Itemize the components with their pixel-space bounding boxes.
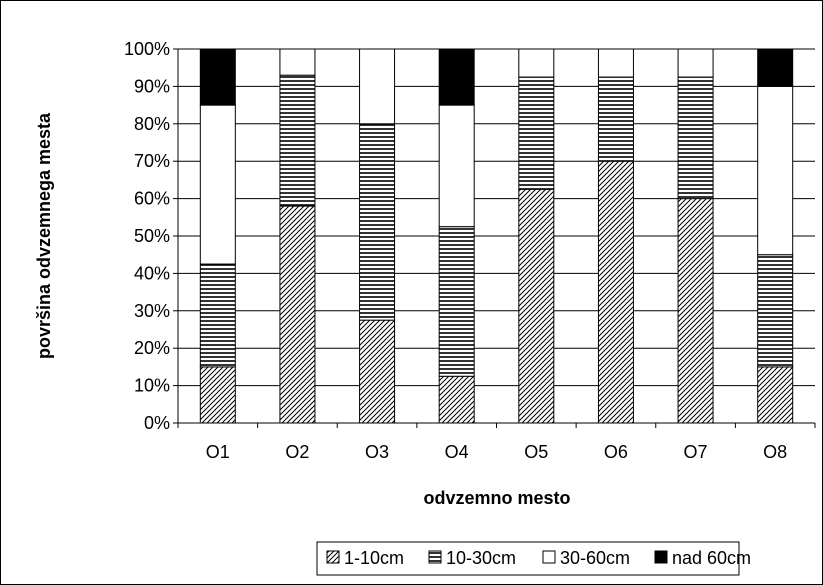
bar-segment-o5-s2 [518,76,555,190]
bar-segment-o4-s4 [438,48,475,106]
x-tick-label: O2 [285,442,309,462]
bar-segment-o8-s2 [757,254,794,368]
legend-label: 30-60cm [560,548,630,568]
bar-segment-o4-s1 [438,375,475,424]
bar-segment-o4-s2 [438,226,475,377]
y-axis-title: površina odvzemnega mesta [34,112,54,359]
legend-swatch [654,550,668,564]
y-tick-label: 60% [134,189,170,209]
bar-segment-o8-s4 [757,48,794,87]
bars [199,48,794,424]
legend: 1-10cm 10-30cm 30-60cm nad 60cm [316,541,751,576]
x-tick-label: O4 [445,442,469,462]
bar-segment-o5-s1 [518,188,555,424]
bar-segment-o3-s2 [359,123,396,321]
bar-segment-o3-s1 [359,319,396,424]
x-tick-label: O7 [684,442,708,462]
gridlines [173,48,815,428]
y-tick-label: 0% [144,413,170,433]
y-tick-label: 50% [134,226,170,246]
bar-segment-o8-s1 [757,366,794,424]
x-tick-label: O5 [524,442,548,462]
bar-segment-o6-s3 [597,48,634,78]
bar-segment-o2-s2 [279,74,316,207]
bar-segment-o1-s2 [199,263,236,368]
x-axis-title: odvzemno mesto [423,488,570,508]
bar-segment-o5-s3 [518,48,555,78]
bar-segment-o1-s3 [199,104,236,265]
bar-segment-o7-s2 [677,76,714,200]
bar-segment-o3-s3 [359,48,396,125]
legend-label: nad 60cm [672,548,751,568]
legend-swatch [428,550,442,564]
legend-label: 10-30cm [446,548,516,568]
bar-segment-o1-s1 [199,366,236,424]
y-tick-labels: 0% 10% 20% 30% 40% 50% 60% 70% 80% 90% 100% [124,39,170,433]
y-tick-label: 40% [134,263,170,283]
x-tick-label: O6 [604,442,628,462]
y-tick-label: 10% [134,376,170,396]
y-tick-label: 90% [134,76,170,96]
legend-swatch [542,550,556,564]
x-tick-label: O3 [365,442,389,462]
bar-segment-o6-s1 [597,160,634,424]
y-tick-label: 80% [134,114,170,134]
y-tick-label: 100% [124,39,170,59]
legend-label: 1-10cm [344,548,404,568]
legend-swatch [326,550,340,564]
bar-segment-o4-s3 [438,104,475,228]
bar-segment-o6-s2 [597,76,634,162]
x-tick-label: O1 [206,442,230,462]
bar-segment-o7-s1 [677,198,714,424]
bar-segment-o7-s3 [677,48,714,78]
y-tick-label: 20% [134,338,170,358]
bar-segment-o2-s3 [279,48,316,76]
legend-box [316,541,740,576]
axes [177,49,816,428]
y-tick-label: 70% [134,151,170,171]
bar-segment-o2-s1 [279,205,316,424]
bar-segment-o8-s3 [757,85,794,256]
x-tick-label: O8 [763,442,787,462]
y-tick-label: 30% [134,301,170,321]
x-tick-labels: O1 O2 O3 O4 O5 O6 O7 O8 [206,442,787,462]
bar-segment-o1-s4 [199,48,236,106]
